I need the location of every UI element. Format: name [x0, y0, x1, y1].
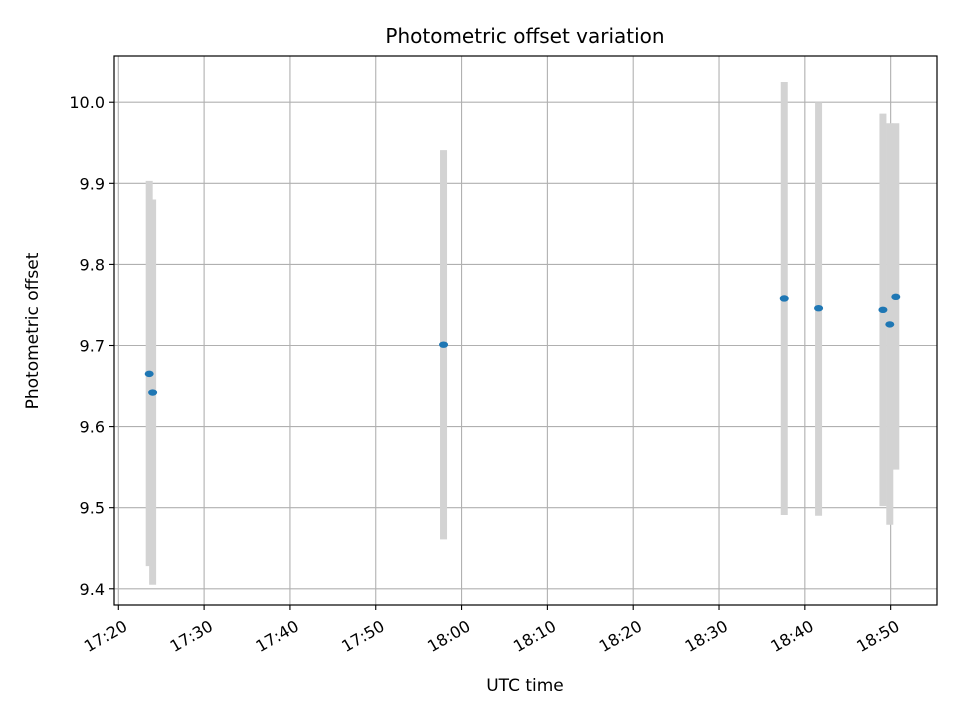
data-point: [148, 389, 158, 396]
data-point: [878, 306, 888, 314]
grid-lines: [114, 56, 937, 605]
data-points: [144, 293, 901, 396]
data-point: [885, 321, 895, 328]
y-axis-ticks: 9.4 9.5 9.6 9.7 9.8 9.9 10.0: [69, 93, 114, 599]
x-axis-label: UTC time: [486, 676, 564, 696]
y-tick-label: 9.9: [80, 174, 105, 193]
data-point: [814, 304, 824, 312]
y-tick-label: 9.4: [80, 580, 105, 599]
y-tick-label: 10.0: [69, 93, 105, 112]
y-tick-label: 9.5: [80, 499, 105, 518]
y-axis-label: Photometric offset: [23, 252, 43, 409]
data-point: [891, 293, 901, 301]
data-point: [144, 370, 154, 378]
chart-title: Photometric offset variation: [385, 24, 664, 48]
y-tick-label: 9.7: [80, 337, 105, 356]
axes-frame: [113, 55, 938, 606]
data-point: [439, 341, 449, 348]
y-tick-label: 9.8: [80, 255, 105, 274]
data-point: [779, 295, 789, 302]
y-tick-label: 9.6: [80, 418, 105, 437]
